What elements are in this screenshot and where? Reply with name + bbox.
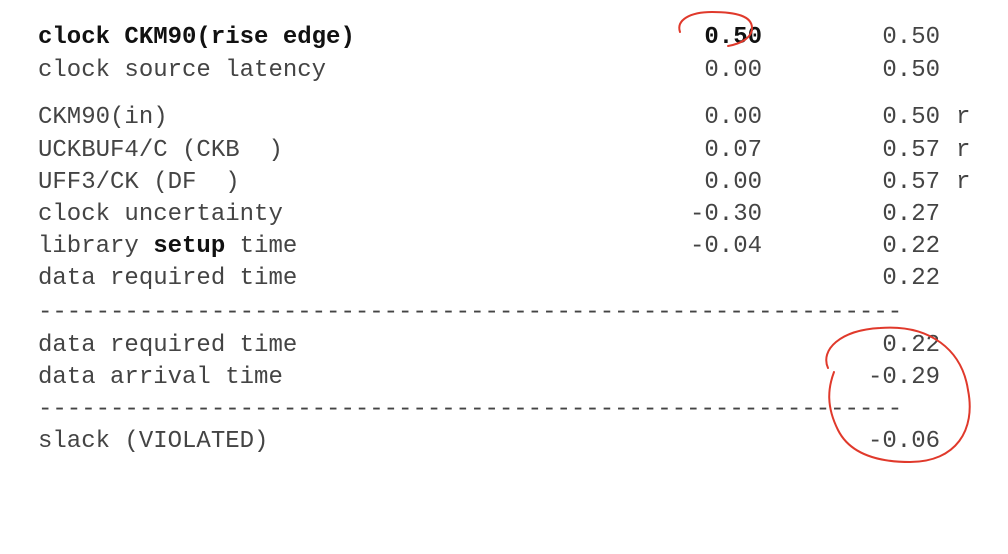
- report-row-uff3: UFF3/CK (DF ) 0.00 0.57 r: [0, 167, 1008, 199]
- row-label: clock CKM90(rise edge): [38, 24, 355, 51]
- report-row-ckm90-in: CKM90(in) 0.00 0.50 r: [0, 102, 1008, 134]
- row-path: 0.22: [882, 233, 940, 260]
- row-incr: 0.50: [704, 24, 762, 51]
- row-flag: r: [956, 104, 971, 131]
- timing-report: clock CKM90(rise edge) 0.50 0.50 clock s…: [0, 10, 1008, 464]
- row-flag: r: [956, 169, 971, 196]
- row-label: library setup time: [38, 231, 297, 263]
- report-row-setup-time: library setup time -0.04 0.22: [0, 231, 1008, 263]
- row-label: UCKBUF4/C (CKB ): [38, 137, 283, 164]
- row-label: clock uncertainty: [38, 201, 283, 228]
- row-incr: -0.30: [689, 201, 762, 228]
- report-row-data-required: data required time 0.22: [0, 263, 1008, 295]
- row-label-post: time: [225, 233, 298, 260]
- row-incr: 0.07: [704, 137, 762, 164]
- row-label: data arrival time: [38, 364, 283, 391]
- row-incr: 0.00: [704, 104, 762, 131]
- row-flag: r: [956, 137, 971, 164]
- summary-row-required: data required time 0.22: [0, 330, 1008, 362]
- row-path: 0.50: [882, 57, 940, 84]
- row-path: 0.27: [882, 201, 940, 228]
- report-row-uckbuf4: UCKBUF4/C (CKB ) 0.07 0.57 r: [0, 135, 1008, 167]
- row-incr: 0.00: [704, 169, 762, 196]
- row-path: 0.22: [882, 332, 940, 359]
- row-path: 0.57: [882, 137, 940, 164]
- row-label: CKM90(in): [38, 104, 168, 131]
- slack-value: -0.06: [867, 428, 940, 455]
- row-label: data required time: [38, 332, 298, 359]
- row-label: UFF3/CK (DF ): [38, 169, 240, 196]
- row-path: 0.22: [882, 265, 940, 292]
- row-path: 0.50: [882, 104, 940, 131]
- report-row-source-latency: clock source latency 0.00 0.50: [0, 55, 1008, 87]
- row-path: -0.29: [867, 364, 940, 391]
- slack-row: slack (VIOLATED) -0.06: [0, 426, 1008, 458]
- separator-line: ----------------------------------------…: [38, 299, 903, 326]
- slack-label: slack (VIOLATED): [38, 428, 269, 455]
- row-label: clock source latency: [38, 57, 327, 84]
- row-incr: 0.00: [704, 57, 762, 84]
- separator-line: ----------------------------------------…: [38, 396, 903, 423]
- summary-row-arrival: data arrival time -0.29: [0, 362, 1008, 394]
- row-label-pre: library: [38, 233, 154, 260]
- row-label: data required time: [38, 265, 298, 292]
- row-path: 0.50: [882, 24, 940, 51]
- report-row-clock-uncertainty: clock uncertainty -0.30 0.27: [0, 199, 1008, 231]
- row-incr: -0.04: [689, 233, 762, 260]
- row-path: 0.57: [882, 169, 940, 196]
- row-label-bold: setup: [153, 233, 226, 260]
- report-row-clock-edge: clock CKM90(rise edge) 0.50 0.50: [0, 22, 1008, 54]
